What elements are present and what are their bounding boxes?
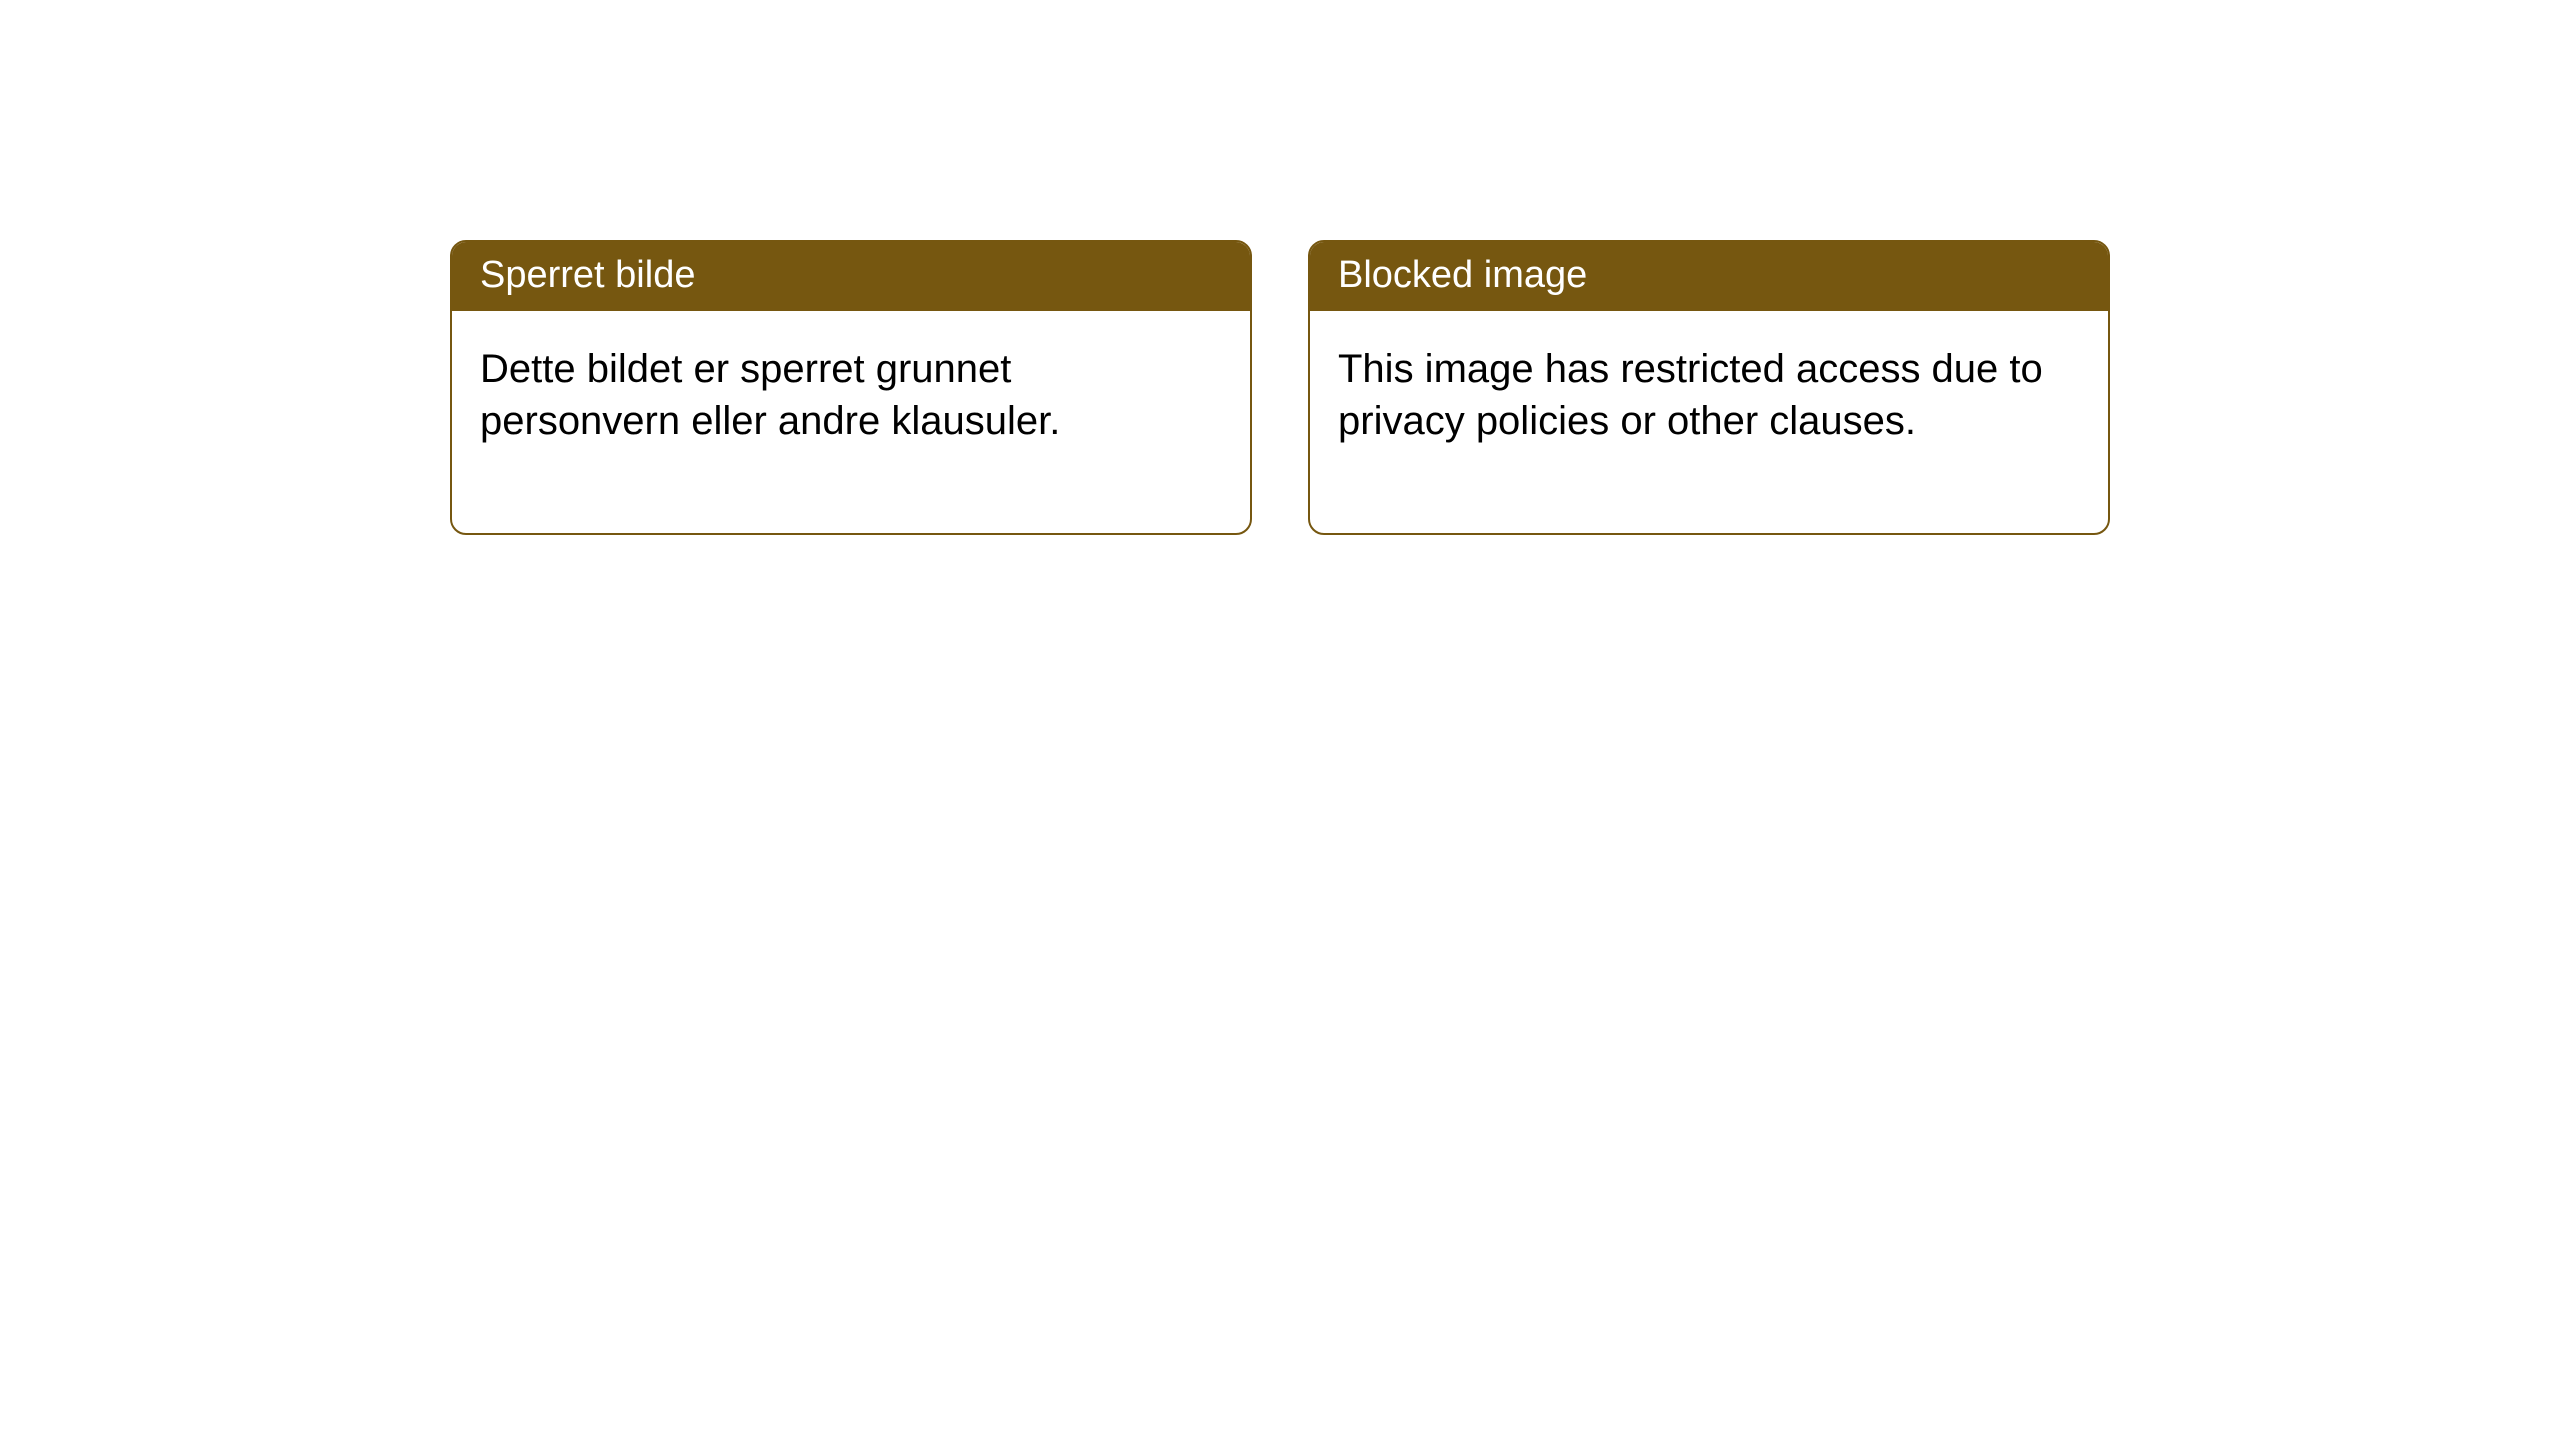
notice-title: Blocked image	[1310, 242, 2108, 311]
notice-card-norwegian: Sperret bilde Dette bildet er sperret gr…	[450, 240, 1252, 535]
notice-card-english: Blocked image This image has restricted …	[1308, 240, 2110, 535]
notice-body: This image has restricted access due to …	[1310, 311, 2108, 533]
notice-title: Sperret bilde	[452, 242, 1250, 311]
notice-container: Sperret bilde Dette bildet er sperret gr…	[0, 0, 2560, 535]
notice-body: Dette bildet er sperret grunnet personve…	[452, 311, 1250, 533]
